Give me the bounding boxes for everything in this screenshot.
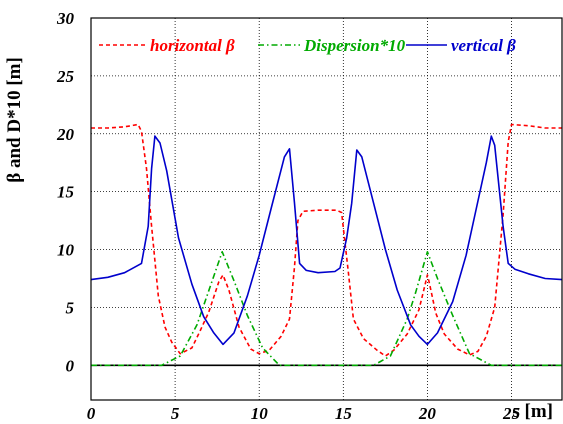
y-tick-label: 5 <box>66 298 75 317</box>
grid <box>91 18 562 400</box>
x-tick-label: 5 <box>171 404 180 423</box>
series-lines <box>90 123 563 367</box>
y-tick-label: 25 <box>56 67 75 86</box>
legend: horizontal β Dispersion*10 vertical β <box>99 36 516 55</box>
y-tick-label: 10 <box>57 241 75 260</box>
legend-label-2: vertical β <box>451 36 516 55</box>
x-axis-label: s [m] <box>512 401 553 422</box>
y-tick-labels: 0 5 10 15 20 25 30 <box>56 9 75 375</box>
legend-label-1: Dispersion*10 <box>303 36 406 55</box>
y-axis-label: β and D*10 [m] <box>4 57 25 183</box>
legend-label-0: horizontal β <box>150 36 235 55</box>
y-tick-label: 30 <box>56 9 75 28</box>
series-line-1 <box>91 251 562 367</box>
series-line-2 <box>90 135 563 346</box>
x-tick-label: 25 <box>502 404 521 423</box>
x-tick-label: 15 <box>335 404 353 423</box>
x-tick-label: 10 <box>251 404 269 423</box>
x-tick-label: 20 <box>418 404 437 423</box>
y-tick-label: 0 <box>66 356 75 375</box>
series-line-0 <box>91 123 562 357</box>
y-tick-label: 15 <box>57 183 75 202</box>
y-tick-label: 20 <box>56 125 75 144</box>
x-tick-labels: 0 5 10 15 20 25 <box>87 404 521 423</box>
plot-frame <box>90 17 563 401</box>
x-tick-label: 0 <box>87 404 96 423</box>
